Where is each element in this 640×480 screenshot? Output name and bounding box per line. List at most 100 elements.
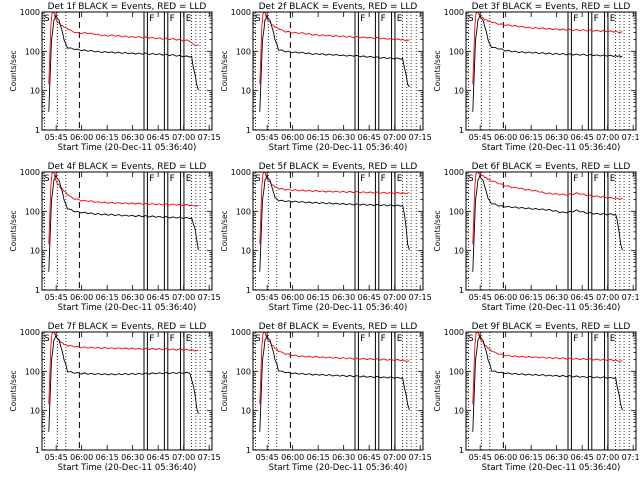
y-tick-label: 100 [449,207,464,216]
series-events [48,333,199,432]
x-tick-label: 05:45 [256,293,279,302]
x-tick-label: 07:00 [383,133,406,142]
panel-det-3: Det 3f BLACK = Events, RED = LLD S F F E 1 10 1… [433,2,640,153]
y-tick-label: 1 [459,286,464,295]
x-tick-label: 06:45 [147,453,170,462]
y-tick-label: 100 [236,207,251,216]
y-tick-label: 1000 [231,168,251,177]
event-marker-f: F [594,14,599,24]
event-marker-f: F [170,14,175,24]
panel-title: Det 9f BLACK = Events, RED = LLD [472,322,631,332]
series-events [48,13,199,112]
y-axis-label: Counts/sec [433,50,442,91]
event-marker-e: E [610,334,616,344]
x-tick-label: 06:00 [70,133,93,142]
x-axis-label: Start Time (20-Dec-11 05:36:40) [482,143,621,153]
x-tick-label: 07:00 [383,293,406,302]
x-tick-label: 07:15 [409,293,432,302]
event-marker-e: E [610,174,616,184]
event-marker-f: F [360,174,365,184]
panel-title: Det 4f BLACK = Events, RED = LLD [48,162,207,172]
y-axis-label: Counts/sec [9,370,18,411]
y-tick-label: 100 [236,47,251,56]
x-tick-label: 07:00 [383,453,406,462]
y-axis-label: Counts/sec [220,210,229,251]
panel-det-9: Det 9f BLACK = Events, RED = LLD S F F E 1 10 1… [433,322,640,473]
x-tick-label: 06:45 [571,453,594,462]
panel-det-4: Det 4f BLACK = Events, RED = LLD S F F E 1 10 1… [9,162,221,313]
x-tick-label: 06:15 [96,133,119,142]
x-tick-label: 06:30 [545,133,568,142]
y-tick-label: 1000 [231,8,251,17]
y-tick-label: 1000 [444,8,464,17]
panel-title: Det 7f BLACK = Events, RED = LLD [48,322,207,332]
event-marker-s: S [255,174,261,184]
panel-det-8: Det 8f BLACK = Events, RED = LLD S F F E 1 10 1… [220,322,432,473]
x-tick-label: 05:45 [256,133,279,142]
event-marker-f: F [170,174,175,184]
event-marker-e: E [186,14,192,24]
panel-det-6: Det 6f BLACK = Events, RED = LLD S F F E 1 10 1… [433,162,640,313]
series-events [472,173,623,272]
x-axis-label: Start Time (20-Dec-11 05:36:40) [58,303,197,313]
plot-frame [465,11,637,131]
x-tick-label: 07:00 [172,293,195,302]
y-tick-label: 1000 [444,328,464,337]
x-tick-label: 07:00 [596,453,619,462]
y-tick-label: 1 [35,286,40,295]
x-tick-label: 05:45 [469,133,492,142]
x-tick-label: 06:45 [358,453,381,462]
y-tick-label: 1000 [20,328,40,337]
y-axis-label: Counts/sec [9,50,18,91]
plot-frame [252,331,424,451]
event-marker-s: S [255,334,261,344]
series-lld [48,332,199,405]
x-axis-label: Start Time (20-Dec-11 05:36:40) [482,303,621,313]
plot-frame [41,171,213,291]
x-tick-label: 06:15 [96,453,119,462]
x-tick-label: 07:00 [596,293,619,302]
x-tick-label: 06:30 [121,293,144,302]
x-tick-label: 06:00 [494,133,517,142]
event-marker-f: F [573,174,578,184]
x-tick-label: 05:45 [469,453,492,462]
event-marker-e: E [610,14,616,24]
y-tick-label: 1000 [20,8,40,17]
x-axis-label: Start Time (20-Dec-11 05:36:40) [58,143,197,153]
panel-title: Det 3f BLACK = Events, RED = LLD [472,2,631,12]
x-tick-label: 06:45 [571,293,594,302]
x-tick-label: 05:45 [45,453,68,462]
y-tick-label: 10 [241,247,251,256]
x-tick-label: 05:45 [45,293,68,302]
event-marker-f: F [149,334,154,344]
event-marker-e: E [186,174,192,184]
x-tick-label: 06:00 [70,293,93,302]
x-tick-label: 07:15 [198,293,221,302]
series-lld [472,332,623,405]
x-tick-label: 06:00 [70,453,93,462]
panel-det-2: Det 2f BLACK = Events, RED = LLD S F F E 1 10 1… [220,2,432,153]
y-tick-label: 1 [246,446,251,455]
y-tick-label: 1000 [20,168,40,177]
event-marker-e: E [186,334,192,344]
event-marker-e: E [397,174,403,184]
event-marker-e: E [397,334,403,344]
event-marker-s: S [255,14,261,24]
x-axis-label: Start Time (20-Dec-11 05:36:40) [269,463,408,473]
x-tick-label: 06:15 [307,293,330,302]
x-tick-label: 06:45 [147,133,170,142]
y-axis-label: Counts/sec [433,370,442,411]
y-tick-label: 100 [25,367,40,376]
plot-frame [465,171,637,291]
event-marker-f: F [360,14,365,24]
event-marker-f: F [594,334,599,344]
x-tick-label: 07:00 [172,133,195,142]
x-tick-label: 06:00 [494,453,517,462]
x-tick-label: 06:00 [281,133,304,142]
y-tick-label: 10 [30,407,40,416]
panel-det-1: Det 1f BLACK = Events, RED = LLD S F F E 1 10 1… [9,2,221,153]
event-marker-s: S [44,334,50,344]
series-lld [259,172,410,245]
x-tick-label: 06:15 [520,133,543,142]
